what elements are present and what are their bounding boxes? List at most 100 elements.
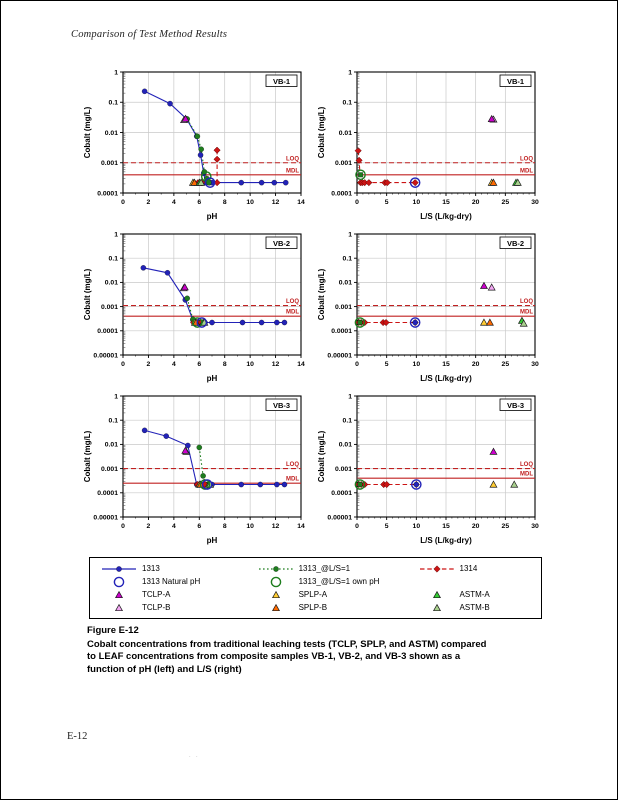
legend-label: SPLP-A [298,590,328,599]
svg-text:0: 0 [121,523,125,530]
svg-text:1: 1 [114,69,118,76]
svg-text:MDL: MDL [286,168,299,174]
legend-label: 1313_@L/S=1 [298,564,351,573]
legend-marker-icon [432,590,441,598]
chart-vb3-ph: LOQ MDL 0.00001 0.0001 0.001 0.01 0.1 1 0 2 4 6 8 10 1… [79,387,313,549]
svg-text:0.1: 0.1 [343,418,353,425]
chart-vb3-ls: LOQ MDL 0.00001 0.0001 0.001 0.01 0.1 1 0 5 10 15 20… [313,387,547,549]
svg-text:12: 12 [272,523,280,530]
legend-item: 1313 [100,562,257,575]
legend-label: 1314 [459,564,478,573]
svg-text:VB-2: VB-2 [273,239,290,248]
chart-legend: 1313 1313_@L/S=1 1314 1313 Natural pH 1313_@… [89,557,542,619]
svg-text:10: 10 [246,361,254,368]
svg-text:25: 25 [502,199,510,206]
chart-vb1-ls: LOQ MDL 0.0001 0.001 0.01 0.1 1 0 5 10 15 20 25 30 L/S… [313,63,547,225]
svg-text:MDL: MDL [520,472,533,478]
svg-text:1: 1 [348,231,352,238]
svg-text:MDL: MDL [286,310,299,316]
caption-line: to LEAF concentrations from composite sa… [87,651,461,662]
svg-text:1: 1 [114,231,118,238]
footer-artifact: · · [189,754,200,760]
legend-label: 1313_@L/S=1 own pH [298,577,380,586]
svg-text:10: 10 [413,523,421,530]
svg-text:4: 4 [172,361,176,368]
svg-text:20: 20 [472,523,480,530]
chart-vb2-ls: LOQ MDL 0.00001 0.0001 0.001 0.01 0.1 1 0 5 10 15 20… [313,225,547,387]
svg-text:Cobalt (mg/L): Cobalt (mg/L) [83,430,92,482]
legend-label: ASTM-A [459,590,490,599]
svg-text:0.0001: 0.0001 [331,328,352,335]
svg-text:30: 30 [531,361,539,368]
svg-text:1: 1 [348,393,352,400]
svg-text:L/S (L/kg-dry): L/S (L/kg-dry) [420,374,472,383]
svg-text:1: 1 [114,393,118,400]
svg-text:pH: pH [207,536,218,545]
svg-text:10: 10 [413,361,421,368]
legend-item: 1313_@L/S=1 [257,562,418,575]
svg-text:14: 14 [297,361,305,368]
svg-text:14: 14 [297,199,305,206]
svg-text:10: 10 [413,199,421,206]
legend-item: 1313_@L/S=1 own pH [257,575,418,588]
figure-label: Figure E-12 [87,625,139,636]
svg-text:VB-3: VB-3 [507,401,524,410]
svg-text:4: 4 [172,199,176,206]
svg-text:5: 5 [385,361,389,368]
figure-caption: Figure E-12 Cobalt concentrations from t… [87,625,547,676]
svg-text:VB-1: VB-1 [273,77,290,86]
legend-label: 1313 [142,564,160,573]
svg-text:12: 12 [272,199,280,206]
svg-text:15: 15 [442,361,450,368]
legend-marker-icon [258,565,293,572]
svg-text:0.0001: 0.0001 [97,490,118,497]
legend-marker-icon [102,565,136,572]
caption-line: function of pH (left) and L/S (right) [87,663,242,675]
svg-text:0.0001: 0.0001 [97,190,118,197]
svg-text:VB-1: VB-1 [507,77,524,86]
svg-text:0.1: 0.1 [109,418,119,425]
figure-caption-text: Cobalt concentrations from traditional l… [87,639,547,677]
svg-text:0.1: 0.1 [343,100,353,107]
svg-text:10: 10 [246,199,254,206]
svg-text:LOQ: LOQ [286,156,299,162]
caption-line: Cobalt concentrations from traditional l… [87,638,487,650]
svg-text:8: 8 [223,523,227,530]
svg-text:20: 20 [472,361,480,368]
legend-label: TCLP-B [142,603,171,612]
svg-text:0: 0 [355,361,359,368]
svg-text:25: 25 [502,361,510,368]
svg-text:Cobalt (mg/L): Cobalt (mg/L) [317,430,326,482]
legend-label: SPLP-B [298,603,328,612]
svg-text:2: 2 [147,361,151,368]
svg-text:0.1: 0.1 [109,256,119,263]
svg-text:0.00001: 0.00001 [93,352,118,359]
svg-text:0: 0 [121,361,125,368]
svg-text:0.0001: 0.0001 [331,490,352,497]
svg-text:0.001: 0.001 [101,160,118,167]
legend-item: SPLP-B [257,601,418,614]
svg-text:MDL: MDL [520,310,533,316]
svg-text:0.001: 0.001 [335,304,352,311]
svg-text:LOQ: LOQ [520,156,533,162]
legend-marker-icon [271,603,280,611]
legend-item: 1313 Natural pH [100,575,257,588]
svg-text:0.1: 0.1 [109,100,119,107]
svg-text:30: 30 [531,199,539,206]
svg-text:LOQ: LOQ [520,462,533,468]
legend-item: ASTM-B [418,601,535,614]
svg-text:12: 12 [272,361,280,368]
svg-text:0.00001: 0.00001 [327,514,352,521]
legend-marker-icon [115,603,123,611]
legend-marker-icon [432,603,441,611]
svg-text:5: 5 [385,199,389,206]
svg-text:Cobalt (mg/L): Cobalt (mg/L) [83,106,92,158]
svg-text:0: 0 [355,523,359,530]
legend-marker-icon [115,590,123,598]
svg-text:0.00001: 0.00001 [327,352,352,359]
legend-marker-icon [271,590,280,598]
